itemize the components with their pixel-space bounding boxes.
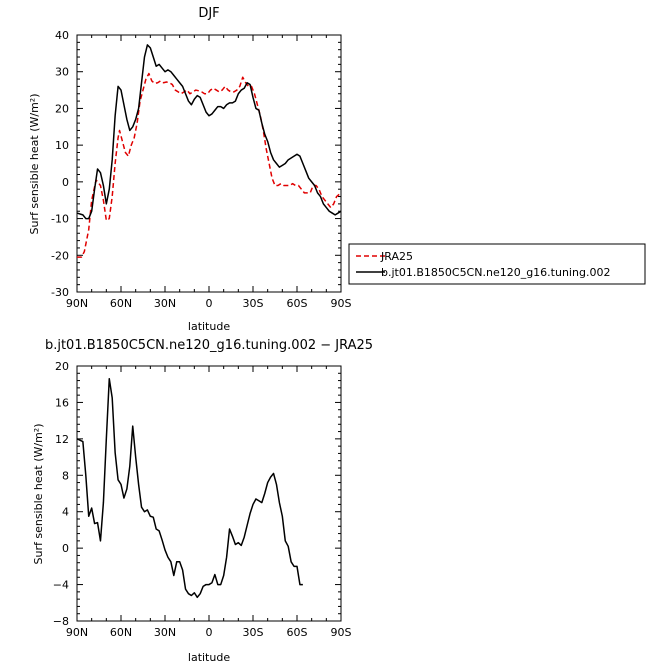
chart-bottom-x-tick-label: 90S (331, 626, 352, 639)
chart-bottom-x-axis-label: latitude (188, 651, 230, 664)
chart-bottom-y-tick-label: 16 (55, 396, 69, 409)
chart-top-x-tick-label: 30S (243, 297, 264, 310)
chart-top-y-tick-label: -20 (51, 249, 69, 262)
chart-top-y-tick-label: 30 (55, 66, 69, 79)
chart-top-y-tick-label: 10 (55, 139, 69, 152)
chart-bottom-x-tick-label: 30N (154, 626, 176, 639)
chart-bottom-y-tick-label: 4 (62, 506, 69, 519)
chart-top-x-tick-label: 30N (154, 297, 176, 310)
chart-bottom-y-tick-label: 0 (62, 542, 69, 555)
chart-top-y-tick-label: -30 (51, 286, 69, 299)
chart-top-y-axis-label: Surf sensible heat (W/m²) (28, 94, 41, 235)
chart-top-y-tick-label: 0 (62, 176, 69, 189)
chart-bottom-y-tick-label: −4 (53, 579, 69, 592)
chart-bottom-x-tick-label: 90N (66, 626, 88, 639)
chart-top-x-tick-label: 90S (331, 297, 352, 310)
chart-top-title: DJF (198, 6, 219, 21)
chart-top-x-tick-label: 90N (66, 297, 88, 310)
chart-top-x-axis-label: latitude (188, 320, 230, 333)
chart-bottom: b.jt01.B1850C5CN.ne120_g16.tuning.002 − … (32, 338, 373, 664)
chart-top-plot-area (76, 34, 342, 293)
chart-top-x-tick-label: 60N (110, 297, 132, 310)
chart-top-y-tick-label: -10 (51, 213, 69, 226)
legend-box (348, 243, 646, 285)
chart-top-x-tick-label: 60S (287, 297, 308, 310)
chart-bottom-y-tick-label: 12 (55, 433, 69, 446)
legend-label-model: b.jt01.B1850C5CN.ne120_g16.tuning.002 (381, 266, 610, 279)
chart-bottom-plot-area (76, 365, 342, 622)
chart-bottom-x-tick-label: 0 (206, 626, 213, 639)
legend: JRA25 b.jt01.B1850C5CN.ne120_g16.tuning.… (348, 243, 646, 285)
chart-top-series-line-0 (77, 72, 342, 258)
chart-top-y-tick-label: 40 (55, 29, 69, 42)
chart-top-x-tick-label: 0 (206, 297, 213, 310)
chart-bottom-x-tick-label: 30S (243, 626, 264, 639)
legend-label-jra25: JRA25 (380, 250, 413, 263)
chart-top: DJF 90N 60N 30N 0 30S 60S 90S -30 -20 -10 0 10 20 30… (28, 6, 352, 333)
chart-bottom-x-tick-label: 60N (110, 626, 132, 639)
chart-bottom-y-tick-label: −8 (53, 615, 69, 628)
chart-top-y-tick-label: 20 (55, 102, 69, 115)
chart-top-series-line-1 (76, 44, 342, 220)
chart-bottom-y-tick-label: 8 (62, 469, 69, 482)
chart-bottom-y-tick-label: 20 (55, 360, 69, 373)
chart-bottom-y-axis-label: Surf sensible heat (W/m²) (32, 424, 45, 565)
chart-bottom-title: b.jt01.B1850C5CN.ne120_g16.tuning.002 − … (45, 338, 373, 353)
chart-bottom-x-tick-label: 60S (287, 626, 308, 639)
chart-bottom-series-line-0 (76, 378, 303, 599)
